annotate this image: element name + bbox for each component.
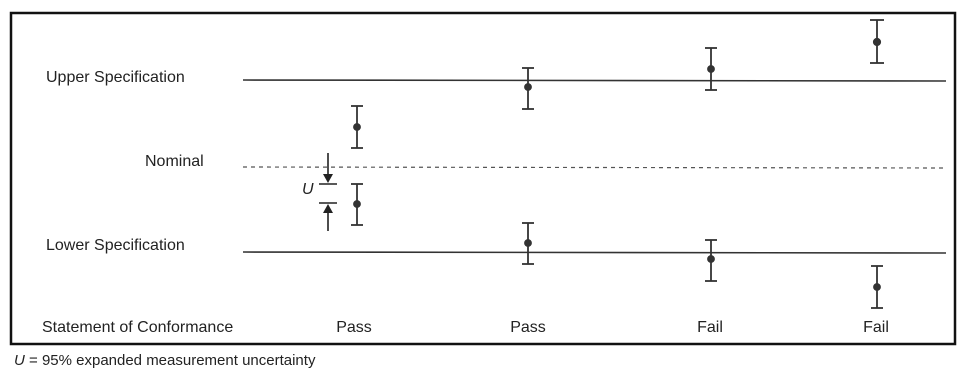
statement-1: Pass [336,319,372,336]
diagram-frame [9,11,957,346]
statement-2: Pass [510,319,546,336]
statement-4: Fail [863,319,889,336]
footnote-text: = 95% expanded measurement uncertainty [25,352,316,369]
measurement-2a [522,67,534,110]
uncertainty-arrowhead-down [323,174,333,183]
footnote-symbol: U [14,352,25,369]
upper-spec-line [242,79,947,82]
nominal-line [242,166,947,169]
uncertainty-dimension [319,153,337,231]
footnote: U = 95% expanded measurement uncertainty [14,352,316,369]
measurement-1a [351,105,363,149]
measurement-4b [871,265,883,309]
uncertainty-symbol: U [302,181,314,198]
nominal-label: Nominal [145,153,204,170]
statement-label: Statement of Conformance [42,319,233,336]
upper-spec-label: Upper Specification [46,69,185,86]
measurement-3a [705,47,717,91]
lower-spec-line [242,251,947,254]
statement-3: Fail [697,319,723,336]
measurement-2b [522,222,534,265]
measurement-3b [705,239,717,282]
measurement-1b [351,183,363,226]
measurement-4a [870,19,884,64]
lower-spec-label: Lower Specification [46,237,185,254]
